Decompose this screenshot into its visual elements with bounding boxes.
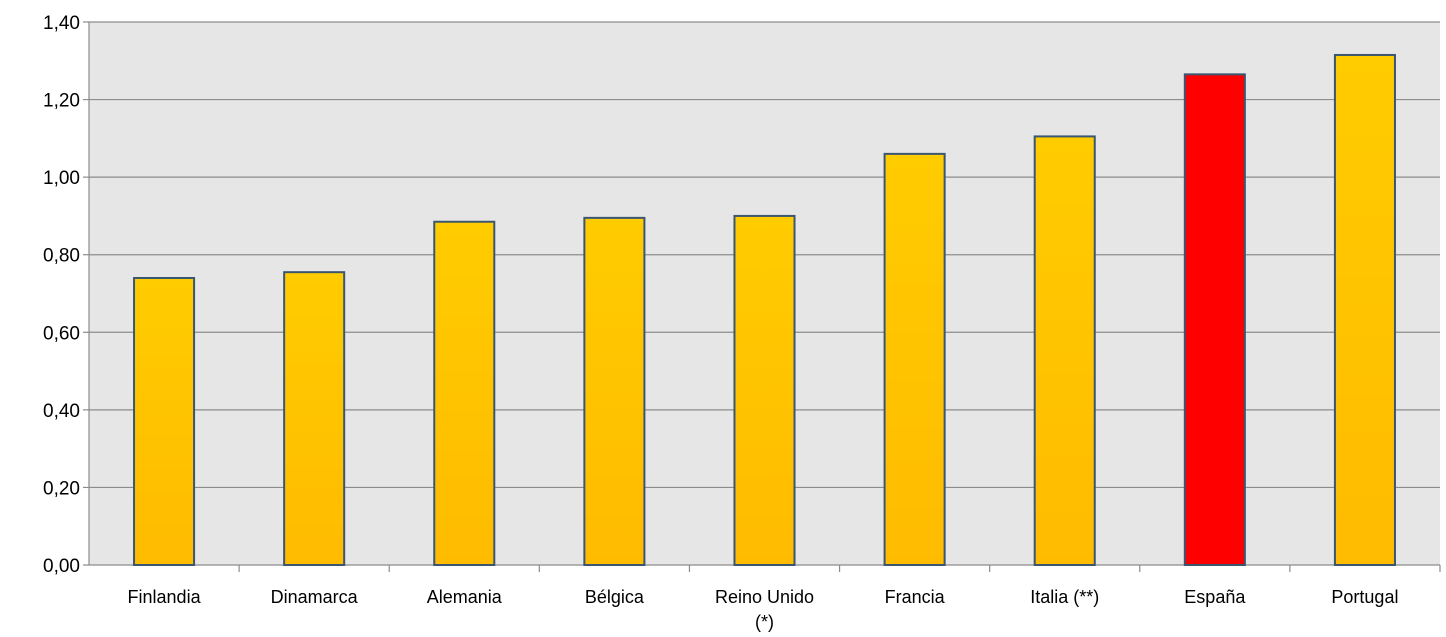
y-tick-label: 0,20 [43, 478, 80, 499]
y-tick-label: 1,20 [43, 91, 80, 112]
y-tick-label: 0,80 [43, 246, 80, 267]
x-tick-label: Bélgica [585, 587, 645, 607]
bars [133, 53, 1396, 567]
bar-finlandia [133, 276, 196, 566]
x-tick-label: Italia (**) [1030, 587, 1099, 607]
x-tick-label: Alemania [427, 587, 503, 607]
bar-alemania [433, 220, 496, 566]
x-tick-label: Dinamarca [271, 587, 359, 607]
bar-francia [883, 152, 946, 566]
y-tick-label: 1,00 [43, 168, 80, 189]
y-tick-label: 0,00 [43, 556, 80, 577]
x-tick-label: Portugal [1331, 587, 1398, 607]
y-tick-label: 1,40 [43, 13, 80, 34]
x-tick-label: Finlandia [128, 587, 202, 607]
bar-espa-a [1183, 73, 1246, 566]
x-tick-label: Reino Unido (*) [715, 587, 814, 632]
bar-italia [1033, 135, 1096, 567]
y-tick-label: 0,60 [43, 323, 80, 344]
bar-reino-unido [733, 214, 796, 567]
bar-portugal [1333, 53, 1396, 566]
y-tick-labels: 0,00 0,20 0,40 0,60 0,80 1,00 1,20 1,40 [43, 13, 80, 577]
bar-b-lgica [583, 216, 646, 566]
x-tick-label: España [1184, 587, 1246, 607]
x-tick-labels: Finlandia Dinamarca Alemania Bélgica Reino U… [128, 587, 1399, 632]
x-tick-label: Francia [885, 587, 946, 607]
bar-dinamarca [283, 271, 346, 566]
y-tick-label: 0,40 [43, 401, 80, 422]
